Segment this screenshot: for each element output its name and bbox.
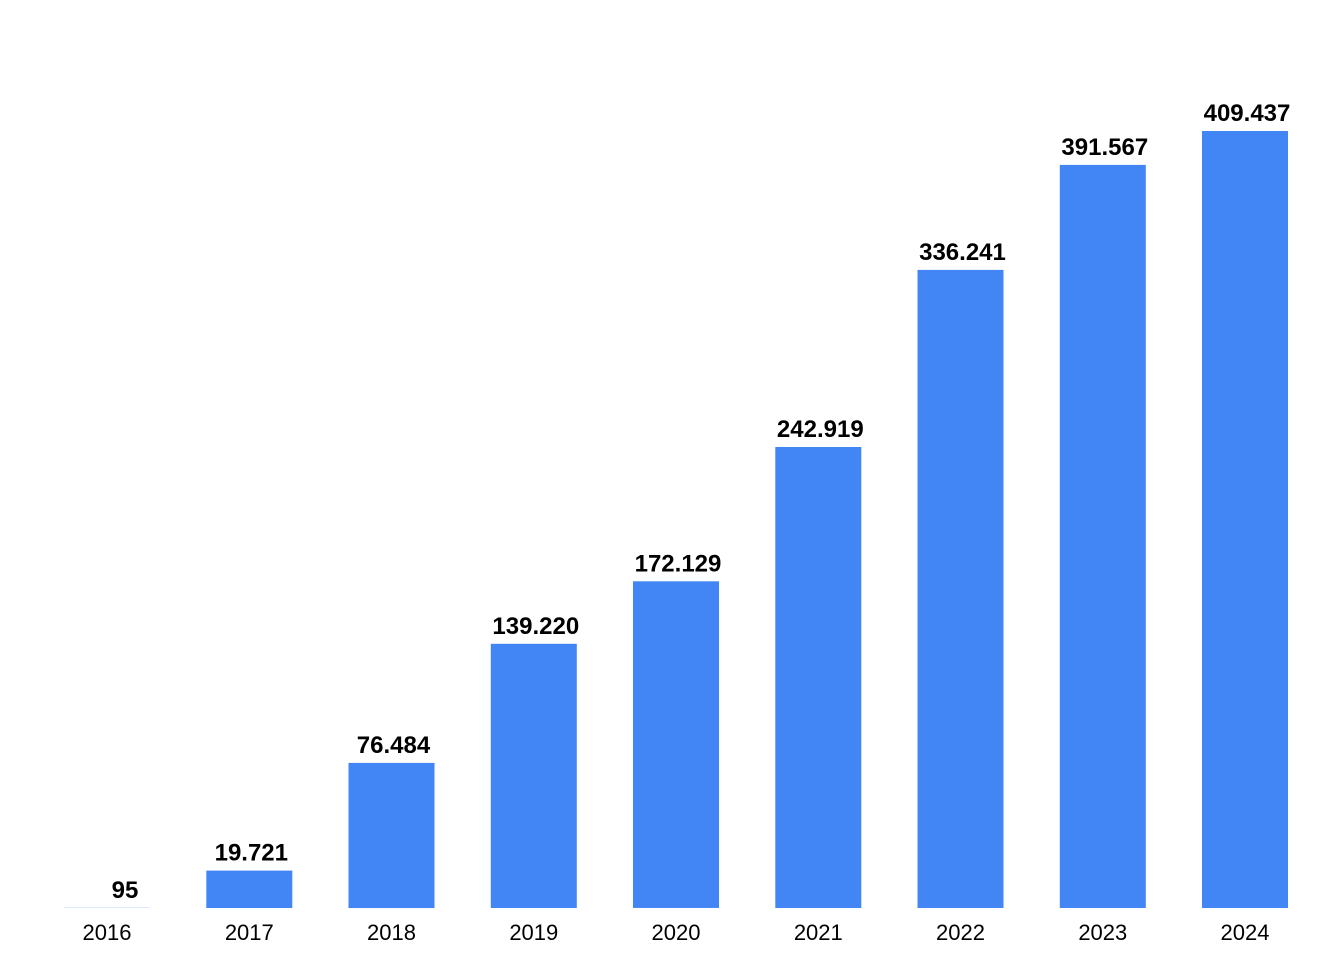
bar-2024 [1202,131,1288,908]
value-label-2017: 19.721 [215,840,288,867]
value-label-2021: 242.919 [777,416,864,443]
x-tick-label-2017: 2017 [225,920,274,945]
x-tick-label-2020: 2020 [652,920,701,945]
value-labels-group: 95 19.721 76.484 139.220 172.129 242.919 336.2… [112,100,1291,904]
x-tick-label-2018: 2018 [367,920,416,945]
x-tick-label-2024: 2024 [1221,920,1270,945]
value-label-2016: 95 [112,877,139,904]
bars-group [64,131,1288,909]
bar-2023 [1059,164,1146,908]
x-tick-label-2021: 2021 [794,920,843,945]
bar-2018 [348,762,435,909]
x-tick-label-2019: 2019 [509,920,558,945]
x-axis-tick-labels: 2016 2017 2018 2019 2020 2021 2022 2023 2024 [83,920,1270,945]
x-tick-label-2023: 2023 [1078,920,1127,945]
bar-2021 [775,447,862,908]
bar-2022 [917,269,1004,908]
value-label-2024: 409.437 [1204,100,1291,127]
value-label-2019: 139.220 [492,613,579,640]
value-label-2023: 391.567 [1061,134,1148,161]
x-tick-label-2022: 2022 [936,920,985,945]
value-label-2022: 336.241 [919,239,1006,266]
bar-2019 [490,643,577,908]
x-tick-label-2016: 2016 [83,920,132,945]
bar-2017 [206,870,293,909]
value-label-2018: 76.484 [357,732,431,759]
value-label-2020: 172.129 [635,550,722,577]
bar-2020 [633,581,719,908]
